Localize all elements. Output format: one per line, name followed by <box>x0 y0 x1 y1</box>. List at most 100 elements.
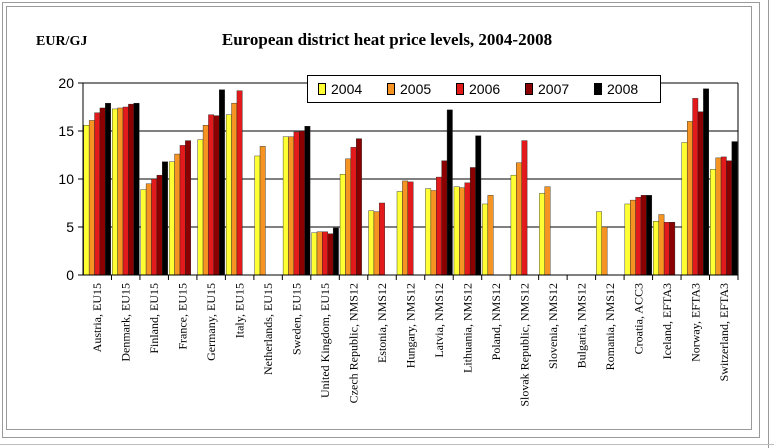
bar-2008 <box>475 135 482 276</box>
bar-2005 <box>88 120 95 276</box>
bar-2006 <box>179 145 186 276</box>
bar-2006 <box>464 182 471 276</box>
bar-2006 <box>407 181 414 276</box>
bar-2005 <box>544 186 551 276</box>
bar-2004 <box>112 108 118 276</box>
bar-2006 <box>692 98 699 276</box>
x-tick-label: Estonia, NMS12 <box>375 283 389 363</box>
bar-2006 <box>663 221 670 276</box>
bar-2007 <box>299 130 305 276</box>
bar-2004 <box>510 174 517 276</box>
bar-2006 <box>720 156 727 276</box>
x-tick-label: Norway, EFTA3 <box>688 283 702 362</box>
bar-2006 <box>436 176 442 276</box>
y-axis-unit-label: EUR/GJ <box>36 34 88 49</box>
y-tick-label: 10 <box>58 171 74 187</box>
bar-2005 <box>402 180 408 276</box>
legend-label: 2007 <box>538 81 570 97</box>
bar-2004 <box>83 125 90 276</box>
x-tick-label: Romania, NMS12 <box>603 283 617 370</box>
bar-2008 <box>332 227 339 276</box>
bar-2004 <box>596 211 602 276</box>
bar-2004 <box>254 155 261 276</box>
legend-swatch <box>525 83 533 95</box>
bar-2007 <box>697 111 704 276</box>
chart-frame-inner <box>6 6 752 430</box>
bar-2005 <box>373 211 380 276</box>
bar-2007 <box>356 138 362 276</box>
x-tick-label: Germany, EU15 <box>204 283 218 361</box>
x-tick-label: Austria, EU15 <box>90 283 104 352</box>
chart-legend: 2004 2005 2006 2007 2008 <box>307 75 661 103</box>
bar-2005 <box>117 107 124 276</box>
bar-2006 <box>293 131 300 276</box>
bar-2004 <box>624 203 631 276</box>
x-tick-label: Slovak Republic, NMS12 <box>517 283 531 407</box>
legend-swatch <box>318 83 326 95</box>
bar-2006 <box>322 231 328 276</box>
x-tick-label: Czech Republic, NMS12 <box>347 283 361 403</box>
bar-2005 <box>345 158 352 276</box>
bar-2006 <box>236 90 243 276</box>
chart-frame <box>2 2 760 438</box>
legend-label: 2006 <box>469 81 501 97</box>
bar-2004 <box>140 189 147 276</box>
bar-2004 <box>453 186 460 276</box>
x-tick-label: Hungary, NMS12 <box>404 283 418 368</box>
x-tick-label: France, EU15 <box>176 283 190 350</box>
bar-2006 <box>635 197 642 276</box>
bar-2005 <box>686 121 693 276</box>
x-tick-label: Finland, EU15 <box>147 283 161 354</box>
y-tick-label: 0 <box>66 267 74 283</box>
bar-2007 <box>213 115 220 276</box>
bar-2005 <box>231 102 238 276</box>
x-tick-label: Sweden, EU15 <box>290 283 304 355</box>
bar-2005 <box>459 187 465 276</box>
bar-2008 <box>162 161 168 276</box>
bar-2005 <box>145 183 152 276</box>
bar-2006 <box>122 106 129 276</box>
bar-2004 <box>710 169 716 276</box>
bar-2008 <box>446 109 453 276</box>
bar-2005 <box>316 231 323 276</box>
bar-2008 <box>219 89 225 276</box>
bar-2004 <box>339 173 346 276</box>
bar-2008 <box>703 88 709 276</box>
legend-label: 2008 <box>607 81 639 97</box>
bar-2004 <box>425 188 432 276</box>
y-tick-label: 5 <box>66 219 74 235</box>
bar-2004 <box>225 114 232 276</box>
bar-2006 <box>521 140 528 276</box>
bar-2004 <box>482 203 489 276</box>
x-tick-label: Croatia, ACC3 <box>631 283 645 354</box>
legend-swatch <box>594 83 602 95</box>
bar-2008 <box>731 141 738 276</box>
x-tick-label: Latvia, NMS12 <box>432 283 446 358</box>
bar-2006 <box>350 147 357 276</box>
y-tick-label: 20 <box>58 75 74 91</box>
bar-2004 <box>539 193 545 276</box>
bar-2005 <box>174 153 181 276</box>
page-edge-bottom <box>0 444 774 445</box>
legend-swatch <box>387 83 395 95</box>
bar-2005 <box>202 125 209 276</box>
bar-2004 <box>311 232 318 276</box>
x-tick-label: Switzerland, EFTA3 <box>717 283 731 381</box>
bar-2006 <box>94 112 101 276</box>
bar-2006 <box>151 178 158 276</box>
bar-2008 <box>133 102 140 276</box>
x-tick-label: Iceland, EFTA3 <box>660 283 674 359</box>
bar-2004 <box>368 210 375 276</box>
bar-2005 <box>430 190 437 276</box>
bar-2006 <box>379 202 385 276</box>
bar-2007 <box>185 140 191 276</box>
bar-2008 <box>646 195 653 276</box>
bar-2005 <box>658 214 665 276</box>
bar-2007 <box>99 107 106 276</box>
bar-2008 <box>304 125 311 276</box>
bar-2007 <box>128 103 135 276</box>
bar-2005 <box>259 146 266 276</box>
bar-2004 <box>653 221 659 276</box>
legend-swatch <box>456 83 464 95</box>
